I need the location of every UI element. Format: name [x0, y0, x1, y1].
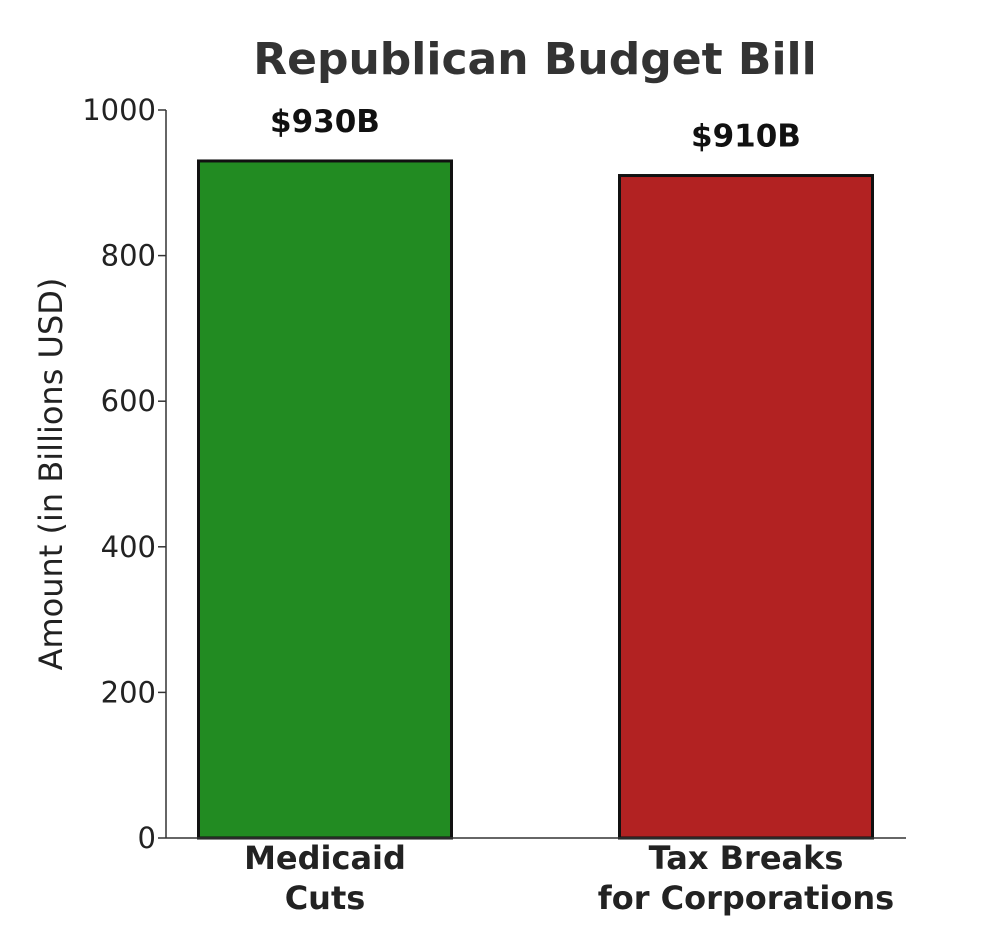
y-axis-label: Amount (in Billions USD): [32, 278, 70, 671]
category-label-1-line-1: for Corporations: [598, 879, 894, 917]
y-tick-label-2: 400: [101, 530, 156, 564]
y-tick-label-0: 0: [138, 821, 156, 855]
chart-title: Republican Budget Bill: [253, 34, 816, 85]
bar-0: [197, 159, 453, 840]
y-tick-label-5: 1000: [82, 93, 156, 127]
data-label-1: $910B: [691, 119, 801, 155]
data-label-0: $930B: [270, 104, 380, 140]
category-label-1-line-0: Tax Breaks: [649, 839, 844, 877]
y-tick-label-4: 800: [101, 239, 156, 273]
bar-1: [618, 174, 874, 840]
category-label-0-line-0: Medicaid: [244, 839, 406, 877]
y-tick-label-3: 600: [101, 384, 156, 418]
y-tick-label-1: 200: [101, 675, 156, 709]
category-label-0-line-1: Cuts: [285, 879, 366, 917]
